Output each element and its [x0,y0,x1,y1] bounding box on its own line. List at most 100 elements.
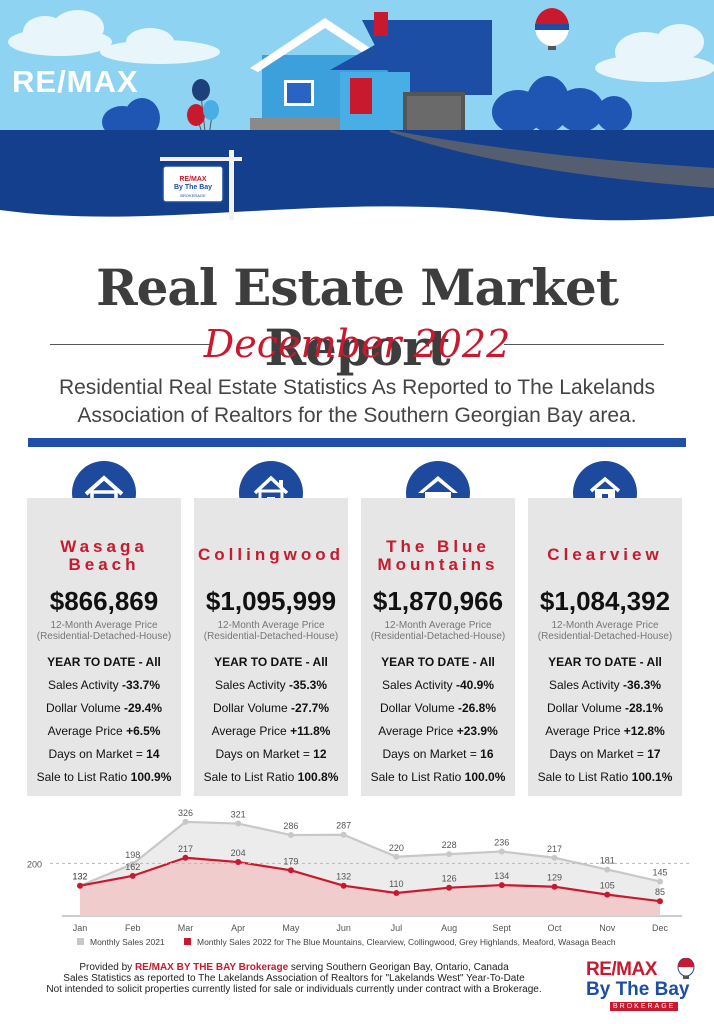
data-label: 179 [283,856,298,866]
x-tick-label: Aug [441,923,457,933]
data-label: 162 [125,862,140,872]
house-illustration [250,12,492,136]
data-label: 204 [231,848,246,858]
stat-line: Sale to List Ratio 100.0% [370,770,506,784]
data-point [551,883,558,890]
stat-line: Sales Activity -35.3% [214,678,328,692]
data-point [340,882,347,889]
stat-line: Sale to List Ratio 100.8% [203,770,339,784]
x-tick-label: Nov [599,923,616,933]
divider-bar [28,438,686,447]
x-tick-label: Jul [391,923,403,933]
remax-logo: RE/MAX [12,64,139,99]
x-tick-label: Mar [178,923,194,933]
divider-right [504,344,664,345]
data-point [446,851,453,858]
stat-line: Average Price +6.5% [47,724,161,738]
data-label: 286 [283,821,298,831]
legend-label-1: Monthly Sales 2021 [90,937,165,947]
brokerage-logo: RE/MAX By The Bay BROKERAGE [580,952,704,1016]
x-tick-label: Jan [73,923,88,933]
hot-air-balloon-icon [677,958,695,979]
data-label: 321 [231,810,246,820]
stat-line: Sales Activity -36.3% [548,678,662,692]
data-label: 126 [442,874,457,884]
data-point [235,859,242,866]
average-price: $1,095,999 [205,586,337,616]
stat-line: Sales Activity -33.7% [47,678,161,692]
data-label: 145 [652,867,667,877]
data-label: 228 [442,840,457,850]
data-point [551,854,558,861]
x-tick-label: Dec [652,923,669,933]
market-card: Wasaga Beach $866,869 12-Month Average Pri… [27,498,181,796]
data-point [657,898,663,905]
data-point [182,854,189,861]
divider-left [50,344,210,345]
stat-line: Dollar Volume -29.4% [45,701,163,715]
stat-line: Days on Market = 12 [215,747,327,761]
data-label: 326 [178,808,193,818]
data-point [287,832,294,839]
x-tick-label: Apr [231,923,245,933]
data-label: 132 [336,872,351,882]
subtitle-row: December 2022 [0,322,714,366]
market-card: Collingwood $1,095,999 12-Month Average Pr… [194,498,348,796]
series-line-2 [79,856,661,903]
market-card: Clearview $1,084,392 12-Month Average Pric… [528,498,682,796]
ytd-heading: YEAR TO DATE - All [548,655,662,669]
clouds [8,10,714,82]
balloons [187,79,219,151]
data-label: 217 [547,844,562,854]
price-note: 12-Month Average Price (Residential-Detac… [370,620,506,642]
stat-line: Dollar Volume -26.8% [379,701,497,715]
data-point [446,884,453,891]
data-point [287,867,294,874]
legend-swatch-1 [77,938,84,945]
stat-line: Sale to List Ratio 100.1% [537,770,673,784]
footer-disclaimer: Provided by RE/MAX BY THE BAY Brokerage … [46,962,542,995]
data-point [340,831,347,838]
data-label: 217 [178,844,193,854]
stat-line: Days on Market = 16 [382,747,494,761]
town-name: Wasaga Beach [60,537,148,574]
data-label: 134 [494,871,509,881]
data-point [604,866,611,873]
data-point [393,853,400,860]
data-point [498,882,505,889]
data-label: 110 [389,879,403,889]
price-note: 12-Month Average Price (Residential-Detac… [203,620,339,642]
x-tick-label: Feb [125,923,141,933]
data-point [657,878,663,885]
data-point [182,818,189,825]
stat-line: Dollar Volume -28.1% [546,701,664,715]
data-point [77,882,83,889]
legend-label-2: Monthly Sales 2022 for The Blue Mountain… [197,937,616,947]
hero-illustration [0,0,714,240]
data-label: 132 [72,872,87,882]
x-tick-label: Oct [548,923,563,933]
stat-line: Sales Activity -40.9% [381,678,495,692]
ytd-heading: YEAR TO DATE - All [214,655,328,669]
data-label: 287 [336,821,351,831]
x-tick-label: Jun [336,923,351,933]
y-tick-label: 200 [27,859,42,869]
stat-line: Average Price +12.8% [545,724,665,738]
data-point [498,848,505,855]
stat-line: Sale to List Ratio 100.9% [36,770,172,784]
stat-line: Days on Market = 14 [48,747,160,761]
intro-text: Residential Real Estate Statistics As Re… [58,376,656,427]
for-sale-sign [160,150,242,220]
average-price: $866,869 [49,586,159,616]
stat-line: Average Price +23.9% [378,724,498,738]
data-point [129,861,136,868]
x-tick-label: May [282,923,300,933]
data-label: 132 [72,872,87,882]
average-price: $1,870,966 [372,586,504,616]
price-note: 12-Month Average Price (Residential-Detac… [36,620,172,642]
ytd-heading: YEAR TO DATE - All [47,655,161,669]
report-month: December 2022 [203,322,511,366]
stat-line: Days on Market = 17 [549,747,661,761]
legend-swatch-2 [184,938,191,945]
x-tick-label: Sept [493,923,512,933]
